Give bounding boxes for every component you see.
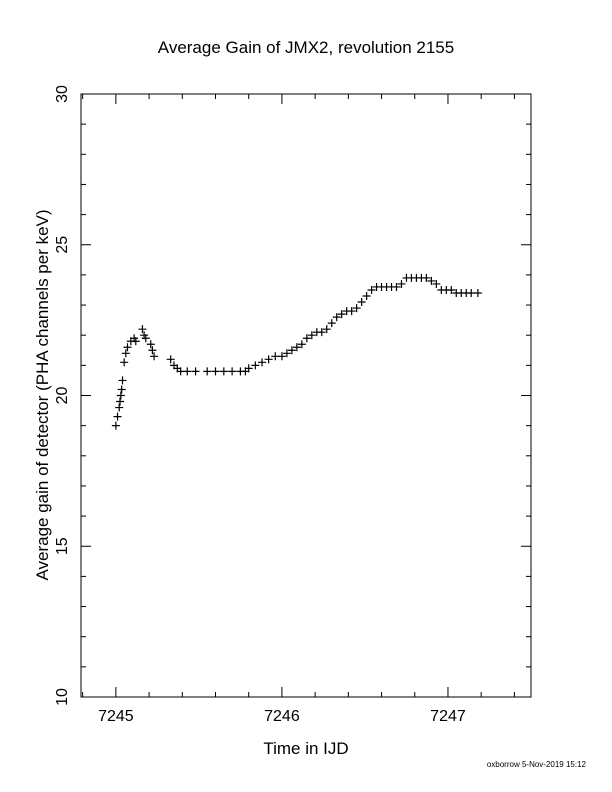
data-point: [397, 279, 406, 288]
data-points: [111, 273, 482, 430]
chart-title: Average Gain of JMX2, revolution 2155: [158, 38, 454, 57]
data-point: [282, 349, 291, 358]
y-tick-label: 15: [54, 537, 71, 555]
data-point: [432, 279, 441, 288]
data-point: [146, 340, 155, 349]
data-point: [116, 397, 125, 406]
data-point: [422, 273, 431, 282]
data-point: [251, 361, 260, 370]
data-point: [141, 334, 150, 343]
tick-labels: 7245 7246 7247 10 15 20 25 30: [54, 85, 466, 725]
data-point: [302, 334, 311, 343]
x-tick-label: 7247: [430, 708, 466, 725]
data-point: [121, 349, 130, 358]
data-point: [148, 346, 157, 355]
data-point: [244, 364, 253, 373]
data-point: [277, 352, 286, 361]
axis-ticks: [81, 93, 531, 698]
y-tick-label: 30: [54, 85, 71, 103]
data-point: [118, 376, 127, 385]
data-point: [392, 282, 401, 291]
data-point: [427, 276, 436, 285]
data-point: [211, 367, 220, 376]
data-point: [115, 403, 124, 412]
y-tick-label: 10: [54, 688, 71, 706]
data-point: [347, 307, 356, 316]
data-point: [447, 285, 456, 294]
y-tick-label: 25: [54, 236, 71, 254]
data-point: [113, 412, 122, 421]
data-point: [337, 310, 346, 319]
data-point: [120, 358, 129, 367]
data-point: [264, 355, 273, 364]
data-point: [150, 352, 159, 361]
data-point: [473, 288, 482, 297]
x-tick-label: 7246: [264, 708, 300, 725]
data-point: [116, 391, 125, 400]
data-point: [203, 367, 212, 376]
data-point: [307, 331, 316, 340]
data-point: [287, 346, 296, 355]
data-point: [111, 421, 120, 430]
data-point: [332, 313, 341, 322]
data-point: [117, 385, 126, 394]
y-tick-label: 20: [54, 387, 71, 405]
data-point: [292, 343, 301, 352]
data-point: [191, 367, 200, 376]
data-point: [257, 358, 266, 367]
data-point: [352, 304, 361, 313]
y-axis-label: Average gain of detector (PHA channels p…: [33, 209, 52, 580]
data-point: [322, 325, 331, 334]
x-axis-label: Time in IJD: [263, 739, 348, 758]
data-point: [138, 325, 147, 334]
data-point: [123, 343, 132, 352]
data-point: [317, 328, 326, 337]
data-point: [219, 367, 228, 376]
data-point: [166, 355, 175, 364]
x-tick-label: 7245: [98, 708, 134, 725]
plot-frame: [80, 93, 532, 698]
data-point: [367, 285, 376, 294]
data-point: [362, 292, 371, 301]
data-point: [297, 340, 306, 349]
data-point: [131, 337, 140, 346]
data-point: [327, 319, 336, 328]
data-point: [228, 367, 237, 376]
data-point: [357, 298, 366, 307]
data-point: [183, 367, 192, 376]
footer-credit: oxborrow 5-Nov-2019 15:12: [487, 760, 587, 769]
